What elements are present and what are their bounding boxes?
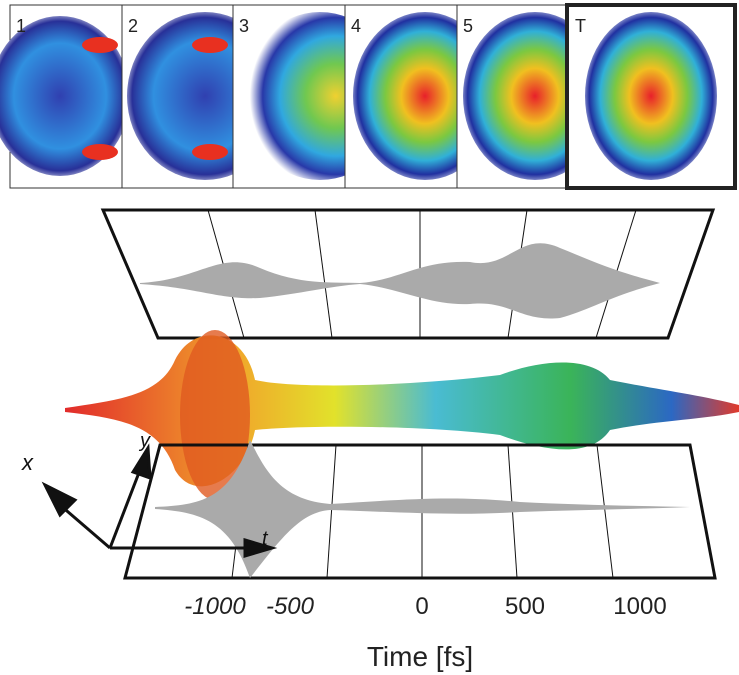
panel-image (82, 144, 118, 160)
panel-image (192, 144, 228, 160)
tick-label: -500 (266, 593, 315, 620)
upper-plane (100, 208, 716, 340)
panel-image (192, 37, 228, 53)
axis-letter: x (21, 450, 34, 475)
panel-label: 5 (463, 16, 473, 36)
panel-image (585, 12, 717, 180)
panel-label: T (575, 16, 586, 36)
panel-label: 4 (351, 16, 361, 36)
panel-image (0, 16, 130, 176)
panel-image (82, 37, 118, 53)
axis-letter: t (262, 528, 269, 550)
panel-label: 3 (239, 16, 249, 36)
pulse (65, 330, 739, 500)
tick-label: 0 (415, 593, 428, 620)
panel-label: 2 (128, 16, 138, 36)
axis-letter: y (138, 430, 151, 452)
time-ticks: -1000 -500 0 500 1000 (184, 593, 666, 620)
tick-label: 1000 (613, 593, 666, 620)
axis-title: Time [fs] (367, 641, 473, 672)
tick-label: 500 (505, 593, 545, 620)
image-panels: 1 2 3 4 5 T (0, 3, 737, 190)
tick-label: -1000 (184, 593, 246, 620)
lower-plane (123, 440, 717, 580)
panel-label: 1 (16, 16, 26, 36)
coordinate-axes (41, 443, 278, 559)
